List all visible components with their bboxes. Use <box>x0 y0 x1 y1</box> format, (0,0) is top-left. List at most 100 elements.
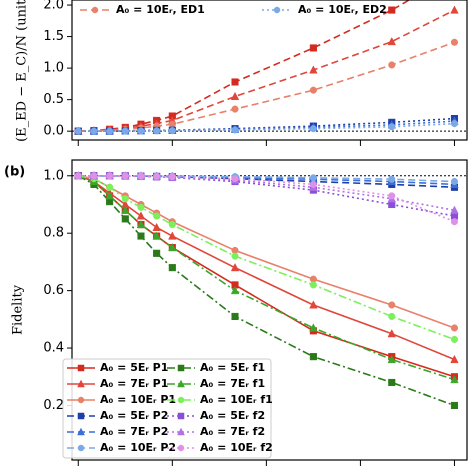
y-tick-label: 0.2 <box>43 398 64 413</box>
marker <box>388 301 396 309</box>
legend-label: A₀ = 7Eᵣ f1 <box>200 377 265 390</box>
marker <box>137 232 145 240</box>
marker <box>450 205 459 214</box>
plot-frame <box>71 0 468 141</box>
marker <box>77 444 85 452</box>
y-tick-label: 2.0 <box>43 0 64 13</box>
legend-label: A₀ = 10Eᵣ P2 <box>100 441 176 454</box>
y-axis-label: (E_ED − E_C)/N (units of Eᵣ <box>15 0 30 142</box>
marker <box>231 78 239 86</box>
marker <box>309 180 317 188</box>
marker <box>450 335 459 343</box>
marker <box>153 249 161 257</box>
marker <box>106 172 114 180</box>
marker <box>136 211 146 220</box>
marker <box>387 36 396 46</box>
marker <box>136 219 146 229</box>
marker <box>90 172 98 180</box>
marker <box>309 281 317 289</box>
marker <box>450 354 459 364</box>
series-line <box>78 175 455 341</box>
legend-label: A₀ = 10Eᵣ P1 <box>100 393 176 406</box>
marker <box>74 127 82 135</box>
marker <box>137 127 145 135</box>
marker <box>309 44 317 52</box>
marker <box>231 105 239 113</box>
marker <box>388 175 396 183</box>
panel-label: (b) <box>4 165 25 180</box>
marker <box>231 175 239 183</box>
marker <box>388 378 396 387</box>
marker <box>152 222 161 232</box>
legend-label: A₀ = 10Eᵣ, ED2 <box>298 3 387 16</box>
series-line <box>78 0 411 132</box>
marker <box>309 353 317 361</box>
marker <box>309 300 318 309</box>
marker <box>90 127 98 135</box>
marker <box>450 120 459 128</box>
marker <box>309 65 318 74</box>
marker <box>388 123 396 131</box>
legend-label: A₀ = 5Eᵣ P1 <box>100 361 168 374</box>
y-tick-label: 0.4 <box>43 341 64 356</box>
marker <box>177 396 185 404</box>
series-line <box>78 122 455 132</box>
marker <box>77 379 85 388</box>
marker <box>177 427 185 436</box>
marker <box>450 401 459 410</box>
marker <box>387 329 396 338</box>
legend-label: A₀ = 10Eᵣ f1 <box>200 393 273 406</box>
marker <box>177 412 185 420</box>
marker <box>450 374 459 384</box>
marker <box>309 125 317 133</box>
marker <box>121 195 129 203</box>
legend-label: A₀ = 7Eᵣ f2 <box>200 425 265 438</box>
y-tick-label: 1.5 <box>43 29 64 44</box>
y-tick-label: 0.6 <box>43 283 64 298</box>
marker <box>388 61 396 69</box>
legend-label: A₀ = 7Eᵣ P2 <box>100 425 168 438</box>
marker <box>77 396 85 404</box>
marker <box>388 6 396 14</box>
legend-label: A₀ = 10Eᵣ f2 <box>200 441 273 454</box>
legend-box <box>62 358 272 459</box>
marker <box>450 324 459 332</box>
marker <box>168 231 177 240</box>
legend-label: A₀ = 7Eᵣ P1 <box>100 377 168 390</box>
marker <box>106 183 114 191</box>
marker <box>153 127 161 135</box>
series-line <box>78 174 455 223</box>
y-tick-label: 0.8 <box>43 226 64 241</box>
plot-area <box>74 171 459 410</box>
y-axis-label: Fidelity <box>11 284 26 335</box>
marker <box>168 242 177 252</box>
marker <box>106 127 114 135</box>
marker <box>137 203 145 211</box>
marker <box>450 5 459 14</box>
marker <box>388 312 396 321</box>
marker <box>309 323 318 332</box>
marker <box>168 221 176 229</box>
marker <box>121 215 129 223</box>
series-line <box>77 175 455 407</box>
marker <box>105 191 114 200</box>
marker <box>387 354 396 364</box>
marker <box>168 173 176 181</box>
plot-frame <box>71 159 468 461</box>
marker <box>230 91 240 101</box>
marker <box>152 231 161 240</box>
marker <box>74 172 82 180</box>
marker <box>77 427 85 436</box>
marker <box>177 444 185 452</box>
marker <box>450 177 459 186</box>
marker <box>230 263 240 272</box>
marker <box>177 379 185 388</box>
marker <box>230 285 240 295</box>
marker <box>168 264 176 272</box>
marker <box>450 38 459 46</box>
marker <box>121 127 129 135</box>
marker <box>309 174 317 182</box>
legend-label: A₀ = 5Eᵣ P2 <box>100 409 168 422</box>
marker <box>153 172 161 180</box>
